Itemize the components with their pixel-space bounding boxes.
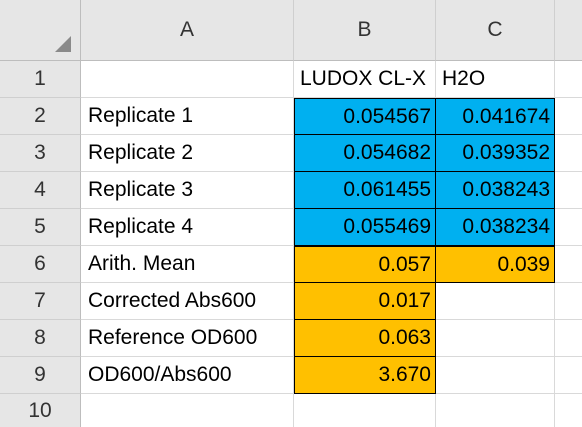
cell-c10[interactable] bbox=[436, 394, 555, 427]
cell-d7[interactable] bbox=[555, 283, 582, 320]
cell-b1[interactable]: LUDOX CL-X bbox=[294, 61, 436, 98]
cell-c5[interactable]: 0.038234 bbox=[435, 208, 555, 246]
cell-b9[interactable]: 3.670 bbox=[294, 356, 436, 394]
cell-a9[interactable]: OD600/Abs600 bbox=[81, 357, 294, 394]
cell-b7[interactable]: 0.017 bbox=[294, 282, 436, 320]
cell-c8[interactable] bbox=[436, 320, 555, 357]
cell-b5[interactable]: 0.055469 bbox=[294, 208, 436, 246]
cell-d8[interactable] bbox=[555, 320, 582, 357]
cell-b8[interactable]: 0.063 bbox=[294, 319, 436, 357]
row-header-1[interactable]: 1 bbox=[0, 61, 81, 98]
cell-b2[interactable]: 0.054567 bbox=[294, 98, 436, 135]
cell-c3[interactable]: 0.039352 bbox=[435, 134, 555, 172]
row-header-5[interactable]: 5 bbox=[0, 209, 81, 246]
cell-d2[interactable] bbox=[555, 98, 582, 135]
cell-c1[interactable]: H2O bbox=[436, 61, 555, 98]
row-header-10[interactable]: 10 bbox=[0, 394, 81, 427]
cell-a8[interactable]: Reference OD600 bbox=[81, 320, 294, 357]
cell-a3[interactable]: Replicate 2 bbox=[81, 135, 294, 172]
row-header-9[interactable]: 9 bbox=[0, 357, 81, 394]
row-header-3[interactable]: 3 bbox=[0, 135, 81, 172]
row-header-4[interactable]: 4 bbox=[0, 172, 81, 209]
cell-a6[interactable]: Arith. Mean bbox=[81, 246, 294, 283]
cell-b10[interactable] bbox=[294, 394, 436, 427]
cell-a7[interactable]: Corrected Abs600 bbox=[81, 283, 294, 320]
column-header-a[interactable]: A bbox=[81, 0, 294, 61]
cell-c7[interactable] bbox=[436, 283, 555, 320]
cell-d1[interactable] bbox=[555, 61, 582, 98]
cell-c2[interactable]: 0.041674 bbox=[435, 98, 555, 135]
cell-d5[interactable] bbox=[555, 209, 582, 246]
cell-c4[interactable]: 0.038243 bbox=[435, 171, 555, 209]
row-header-6[interactable]: 6 bbox=[0, 246, 81, 283]
cell-a4[interactable]: Replicate 3 bbox=[81, 172, 294, 209]
cell-a10[interactable] bbox=[81, 394, 294, 427]
select-all-triangle-icon bbox=[55, 36, 71, 52]
column-header-d[interactable] bbox=[555, 0, 582, 61]
cell-b6[interactable]: 0.057 bbox=[294, 246, 436, 283]
cell-d9[interactable] bbox=[555, 357, 582, 394]
cell-b3[interactable]: 0.054682 bbox=[294, 134, 436, 172]
cell-d3[interactable] bbox=[555, 135, 582, 172]
cell-a2[interactable]: Replicate 1 bbox=[81, 98, 294, 135]
cell-a1[interactable] bbox=[81, 61, 294, 98]
cell-d10[interactable] bbox=[555, 394, 582, 427]
column-header-c[interactable]: C bbox=[436, 0, 555, 61]
row-header-7[interactable]: 7 bbox=[0, 283, 81, 320]
cell-c6[interactable]: 0.039 bbox=[435, 246, 555, 283]
row-header-2[interactable]: 2 bbox=[0, 98, 81, 135]
row-header-8[interactable]: 8 bbox=[0, 320, 81, 357]
cell-d4[interactable] bbox=[555, 172, 582, 209]
cell-c9[interactable] bbox=[436, 357, 555, 394]
cell-d6[interactable] bbox=[555, 246, 582, 283]
select-all-button[interactable] bbox=[0, 0, 81, 61]
column-header-b[interactable]: B bbox=[294, 0, 436, 61]
cell-a5[interactable]: Replicate 4 bbox=[81, 209, 294, 246]
cell-b4[interactable]: 0.061455 bbox=[294, 171, 436, 209]
